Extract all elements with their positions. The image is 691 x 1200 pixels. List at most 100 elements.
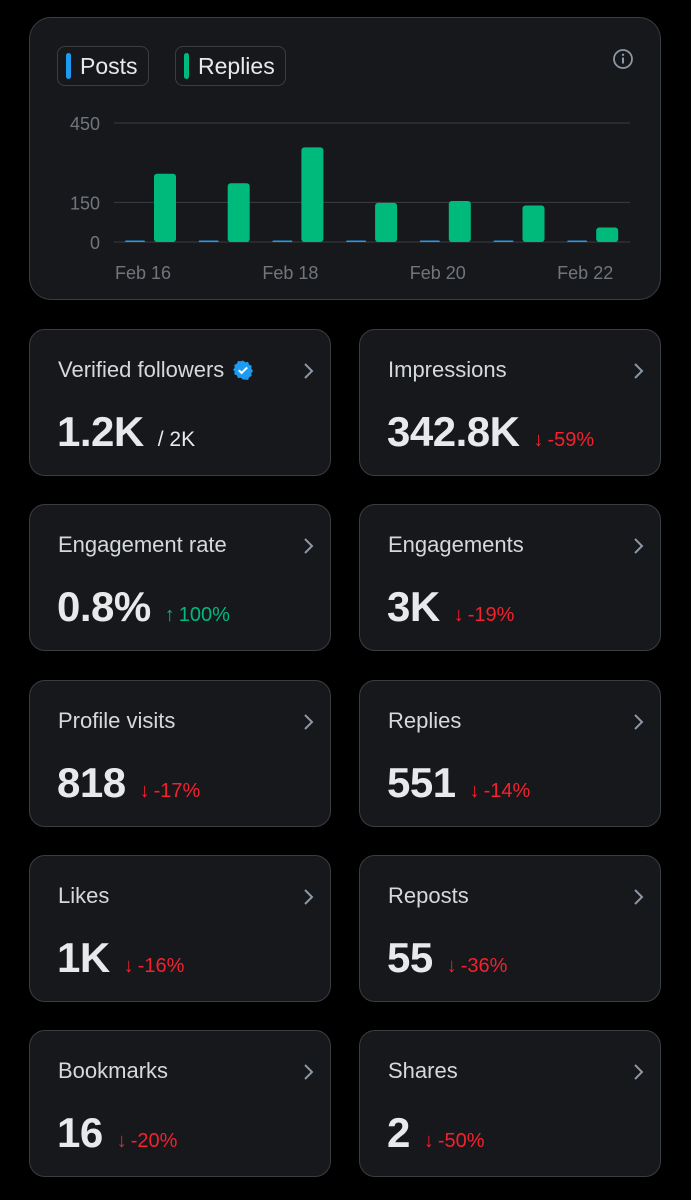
legend-posts-toggle[interactable]: Posts [57,46,149,86]
stat-change: ↓ -14% [470,780,531,803]
stat-row: 55 ↓ -36% [387,934,507,982]
stat-card-replies[interactable]: Replies 551 ↓ -14% [359,680,661,827]
stat-card-engagements[interactable]: Engagements 3K ↓ -19% [359,504,661,651]
stat-value: 1K [57,934,110,981]
stat-card-verified-followers[interactable]: Verified followers 1.2K / 2K [29,329,331,476]
stat-title: Impressions [388,357,507,383]
y-tick-label: 150 [70,193,100,213]
stat-card-likes[interactable]: Likes 1K ↓ -16% [29,855,331,1002]
chevron-right-icon [304,714,314,730]
stat-change-value: -19% [467,604,515,626]
stat-title: Profile visits [58,708,175,734]
bar-replies-feb-20[interactable] [448,201,471,242]
stat-title: Verified followers [58,357,254,383]
arrow-down-icon: ↓ [453,604,464,626]
stat-title-text: Impressions [388,357,507,382]
stat-title: Engagement rate [58,532,227,558]
stat-change-value: -16% [137,955,185,977]
stat-row: 1.2K / 2K [57,408,195,456]
stat-change: ↓ -50% [424,1130,485,1153]
stat-value: 3K [387,583,440,630]
legend-posts-label: Posts [80,52,138,79]
stat-change-value: -17% [153,780,201,802]
bar-posts-feb-22[interactable] [567,240,588,243]
activity-chart-card: Posts Replies 450 150 0 Feb 16 Feb 18 Feb 20 F… [29,17,661,300]
bar-posts-feb-17[interactable] [198,240,219,243]
bar-posts-feb-19[interactable] [346,240,367,243]
info-icon[interactable] [612,48,634,70]
stat-value: 551 [387,759,456,806]
chevron-right-icon [634,363,644,379]
stat-title-text: Verified followers [58,357,225,382]
bar-posts-feb-21[interactable] [493,240,514,243]
bar-posts-feb-18[interactable] [272,240,293,243]
stat-card-impressions[interactable]: Impressions 342.8K ↓ -59% [359,329,661,476]
stat-card-profile-visits[interactable]: Profile visits 818 ↓ -17% [29,680,331,827]
stat-value: 342.8K [387,408,520,455]
arrow-down-icon: ↓ [533,429,544,451]
stat-title-text: Shares [388,1058,458,1083]
stat-change: ↓ -17% [140,780,201,803]
chevron-right-icon [634,889,644,905]
stat-row: 0.8% ↑ 100% [57,583,230,631]
x-tick-label: Feb 18 [262,263,318,283]
x-tick-label: Feb 16 [115,263,171,283]
stat-title: Shares [388,1058,458,1084]
bar-replies-feb-16[interactable] [154,173,176,242]
arrow-down-icon: ↓ [139,780,150,802]
arrow-down-icon: ↓ [116,1130,127,1152]
bar-replies-feb-22[interactable] [596,227,619,242]
stat-row: 551 ↓ -14% [387,759,530,807]
chevron-right-icon [634,1064,644,1080]
stat-value: 2 [387,1109,410,1156]
stat-value: 16 [57,1109,103,1156]
stat-row: 342.8K ↓ -59% [387,408,594,456]
arrow-down-icon: ↓ [123,955,134,977]
stat-title-text: Likes [58,883,110,908]
stat-title: Likes [58,883,109,909]
stat-card-reposts[interactable]: Reposts 55 ↓ -36% [359,855,661,1002]
stat-change-value: -14% [483,780,531,802]
stat-title-text: Profile visits [58,708,176,733]
stat-row: 818 ↓ -17% [57,759,200,807]
bar-replies-feb-19[interactable] [375,202,398,242]
bar-posts-feb-16[interactable] [125,240,145,243]
stat-card-shares[interactable]: Shares 2 ↓ -50% [359,1030,661,1177]
y-tick-label: 0 [90,233,100,253]
stat-change-value: 100% [178,604,230,626]
arrow-down-icon: ↓ [469,780,480,802]
arrow-down-icon: ↓ [446,955,457,977]
bar-replies-feb-17[interactable] [227,183,250,242]
posts-swatch [66,53,71,79]
legend-replies-label: Replies [198,52,275,79]
bar-chart: 450 150 0 Feb 16 Feb 18 Feb 20 Feb 22 [70,114,630,283]
chevron-right-icon [634,538,644,554]
bar-replies-feb-21[interactable] [522,205,545,242]
stat-value: 55 [387,934,433,981]
stat-change: ↓ -20% [117,1130,178,1153]
stat-title-text: Reposts [388,883,469,908]
stat-card-bookmarks[interactable]: Bookmarks 16 ↓ -20% [29,1030,331,1177]
stat-row: 3K ↓ -19% [387,583,514,631]
stat-row: 2 ↓ -50% [387,1109,485,1157]
x-tick-label: Feb 20 [410,263,466,283]
stat-change: ↓ -16% [124,955,185,978]
y-tick-label: 450 [70,114,100,134]
arrow-up-icon: ↑ [164,604,175,626]
bar-posts-feb-20[interactable] [419,240,440,243]
chevron-right-icon [304,1064,314,1080]
stat-total: / 2K [157,428,196,451]
arrow-down-icon: ↓ [423,1130,434,1152]
stat-change-value: -20% [130,1130,178,1152]
verified-badge-icon [233,360,254,380]
stat-value: 1.2K [57,408,144,455]
stat-title-text: Engagements [388,532,524,557]
stat-value: 0.8% [57,583,151,630]
bar-replies-feb-18[interactable] [301,147,324,242]
legend-replies-toggle[interactable]: Replies [175,46,286,86]
stat-card-engagement-rate[interactable]: Engagement rate 0.8% ↑ 100% [29,504,331,651]
stat-change-value: -59% [547,429,595,451]
chevron-right-icon [634,714,644,730]
chevron-right-icon [304,889,314,905]
stat-row: 16 ↓ -20% [57,1109,177,1157]
